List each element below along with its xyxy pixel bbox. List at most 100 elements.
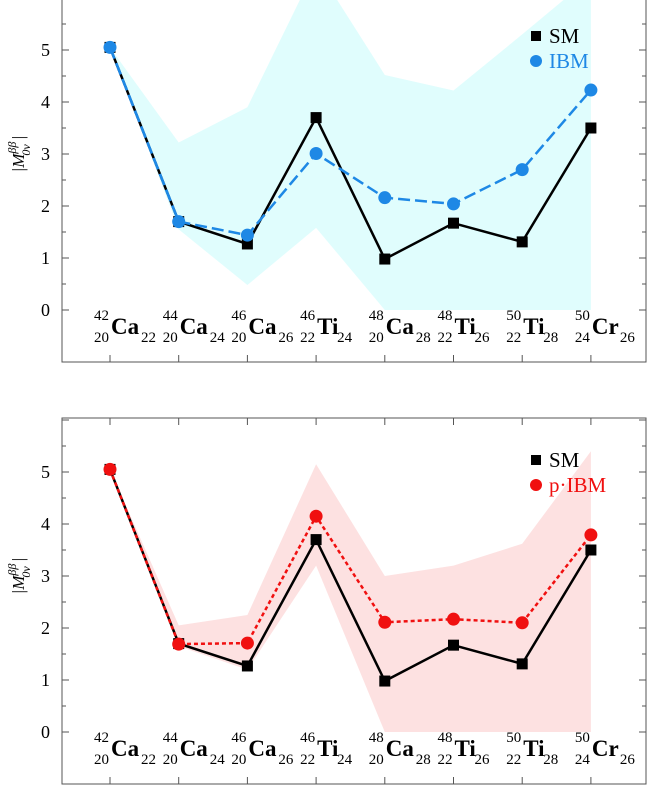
data-point-SM bbox=[448, 639, 459, 651]
neutron-number: 28 bbox=[416, 752, 431, 768]
y-axis-label-main: |M bbox=[9, 153, 28, 173]
element-symbol: Ti bbox=[317, 314, 339, 339]
y-axis-label-bar: | bbox=[9, 136, 28, 141]
neutron-number: 26 bbox=[475, 752, 491, 768]
proton-number: 20 bbox=[231, 330, 246, 346]
data-point-IBM bbox=[378, 191, 392, 205]
y-tick-label: 3 bbox=[41, 144, 50, 164]
element-symbol: Ca bbox=[111, 736, 140, 761]
y-tick-label: 0 bbox=[41, 722, 50, 742]
neutron-number: 26 bbox=[620, 752, 636, 768]
data-point-SM bbox=[585, 544, 597, 556]
proton-number: 22 bbox=[300, 330, 315, 346]
legend-label-SM: SM bbox=[549, 448, 580, 472]
element-symbol: Ca bbox=[111, 314, 140, 339]
y-tick-label: 4 bbox=[41, 92, 50, 112]
series-line-SM bbox=[108, 468, 592, 683]
x-tick-label: 46 20 Ca 26 bbox=[231, 730, 294, 768]
series-line-SM bbox=[108, 46, 592, 261]
data-point-SM bbox=[310, 534, 322, 546]
neutron-number: 26 bbox=[475, 330, 491, 346]
mass-number: 46 bbox=[300, 308, 316, 324]
mass-number: 42 bbox=[94, 308, 109, 324]
neutron-number: 28 bbox=[543, 330, 558, 346]
neutron-number: 24 bbox=[210, 330, 226, 346]
data-point-SM bbox=[585, 122, 597, 134]
y-axis-label: |Mββ0ν | bbox=[5, 136, 33, 173]
x-tick-label: 44 20 Ca 24 bbox=[163, 730, 226, 768]
y-tick-label: 4 bbox=[41, 514, 50, 534]
mass-number: 46 bbox=[231, 730, 247, 746]
series-line-p·IBM bbox=[108, 468, 592, 646]
mass-number: 50 bbox=[575, 730, 590, 746]
proton-number: 22 bbox=[438, 752, 453, 768]
proton-number: 22 bbox=[300, 752, 315, 768]
legend-marker-SM bbox=[531, 31, 541, 41]
data-point-IBM bbox=[240, 228, 254, 242]
data-point-p·IBM bbox=[240, 636, 254, 650]
legend-label-SM: SM bbox=[549, 24, 580, 48]
proton-number: 22 bbox=[506, 752, 521, 768]
mass-number: 44 bbox=[163, 730, 179, 746]
legend-label-IBM: IBM bbox=[549, 49, 589, 73]
element-symbol: Ca bbox=[386, 736, 415, 761]
neutron-number: 22 bbox=[141, 752, 156, 768]
element-symbol: Ca bbox=[248, 736, 277, 761]
proton-number: 20 bbox=[231, 752, 246, 768]
legend-label-p·IBM: p·IBM bbox=[549, 473, 606, 497]
proton-number: 20 bbox=[369, 752, 384, 768]
y-axis-label-sup: ββ bbox=[5, 142, 19, 155]
mass-number: 46 bbox=[231, 308, 247, 324]
element-symbol: Cr bbox=[592, 736, 619, 761]
y-axis-label-bar: | bbox=[9, 558, 28, 563]
y-axis-label: |Mββ0ν | bbox=[5, 558, 33, 595]
data-point-p·IBM bbox=[172, 637, 186, 651]
data-point-p·IBM bbox=[515, 616, 529, 630]
element-symbol: Ca bbox=[248, 314, 277, 339]
data-point-SM bbox=[241, 660, 253, 672]
x-tick-label: 42 20 Ca 22 bbox=[94, 308, 156, 346]
data-point-SM bbox=[448, 217, 459, 229]
series-overlay bbox=[108, 46, 180, 223]
data-point-SM bbox=[516, 658, 528, 670]
proton-number: 20 bbox=[94, 330, 109, 346]
y-tick-label: 3 bbox=[41, 566, 50, 586]
data-point-IBM bbox=[447, 197, 460, 211]
data-point-p·IBM bbox=[584, 528, 598, 542]
y-axis-label-sub: 0ν bbox=[19, 144, 33, 156]
mass-number: 48 bbox=[369, 730, 384, 746]
neutron-number: 24 bbox=[337, 330, 353, 346]
element-symbol: Ti bbox=[523, 314, 545, 339]
x-tick-label: 50 24 Cr 26 bbox=[575, 730, 636, 768]
plot-frame bbox=[61, 417, 647, 785]
y-axis-label-sub: 0ν bbox=[19, 566, 33, 578]
proton-number: 20 bbox=[94, 752, 109, 768]
data-point-SM bbox=[379, 675, 391, 687]
mass-number: 50 bbox=[506, 730, 521, 746]
legend-marker-SM bbox=[531, 455, 541, 465]
data-point-IBM bbox=[309, 146, 323, 160]
plot-frame bbox=[61, 0, 647, 363]
y-axis-label-sup: ββ bbox=[5, 564, 19, 577]
data-point-IBM bbox=[515, 163, 529, 177]
element-symbol: Ca bbox=[180, 314, 209, 339]
data-point-p·IBM bbox=[309, 509, 323, 523]
mass-number: 50 bbox=[506, 308, 521, 324]
x-tick-label: 46 20 Ca 26 bbox=[231, 308, 294, 346]
legend-marker-p·IBM bbox=[530, 479, 542, 491]
proton-number: 24 bbox=[575, 752, 591, 768]
y-tick-label: 2 bbox=[41, 618, 50, 638]
neutron-number: 26 bbox=[278, 752, 294, 768]
neutron-number: 28 bbox=[416, 330, 431, 346]
y-tick-label: 1 bbox=[41, 670, 50, 690]
proton-number: 22 bbox=[438, 330, 453, 346]
mass-number: 42 bbox=[94, 730, 109, 746]
